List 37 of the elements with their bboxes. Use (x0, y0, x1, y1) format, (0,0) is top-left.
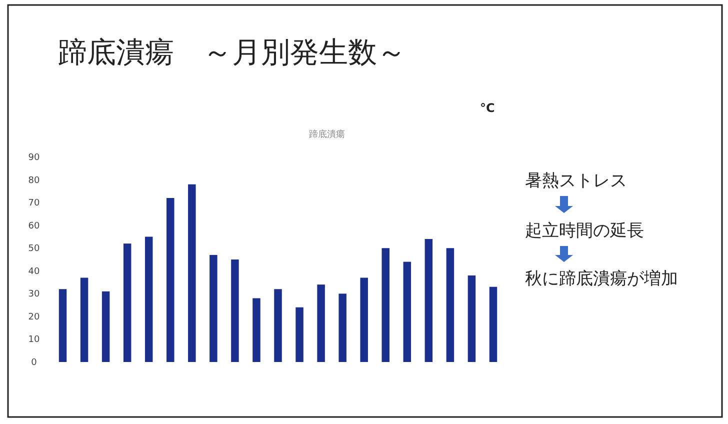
bar (252, 298, 260, 362)
y-tick-label: 40 (28, 266, 40, 277)
chart-title: 蹄底潰瘍 ～月別発生数～ (58, 35, 406, 69)
y-tick-label: 90 (28, 153, 40, 163)
text: 起立時間の延長 (525, 221, 644, 241)
bar (403, 262, 412, 362)
bar (144, 236, 153, 362)
y-tick-label: 60 (28, 221, 40, 232)
text: °C (480, 101, 495, 115)
bar (188, 184, 196, 362)
bar (80, 278, 88, 362)
bar (296, 307, 304, 362)
bar (102, 291, 110, 362)
bar (274, 289, 282, 362)
bar (58, 289, 67, 362)
bar (382, 248, 390, 362)
bar (424, 239, 433, 362)
bar (210, 254, 218, 362)
y-tick-label: 80 (28, 176, 40, 186)
bar (446, 248, 454, 362)
chart-subtitle: 蹄底潰瘍 (309, 129, 345, 140)
y-tick-label: 30 (28, 290, 40, 300)
y-tick-label: 70 (28, 198, 40, 209)
y-tick-label: 50 (28, 244, 40, 254)
y-tick-label: 10 (28, 335, 40, 346)
bar (468, 275, 476, 362)
bar (360, 278, 368, 362)
text: 暑熱ストレス (525, 171, 627, 191)
bar (166, 198, 174, 362)
bar (231, 260, 239, 362)
y-tick-label: 0 (31, 358, 38, 368)
bar (338, 294, 346, 362)
text: 秋に蹄底潰瘍が増加 (525, 269, 678, 289)
bar (317, 284, 325, 362)
bar (123, 244, 132, 362)
y-tick-label: 20 (28, 312, 40, 322)
bar (489, 286, 498, 362)
